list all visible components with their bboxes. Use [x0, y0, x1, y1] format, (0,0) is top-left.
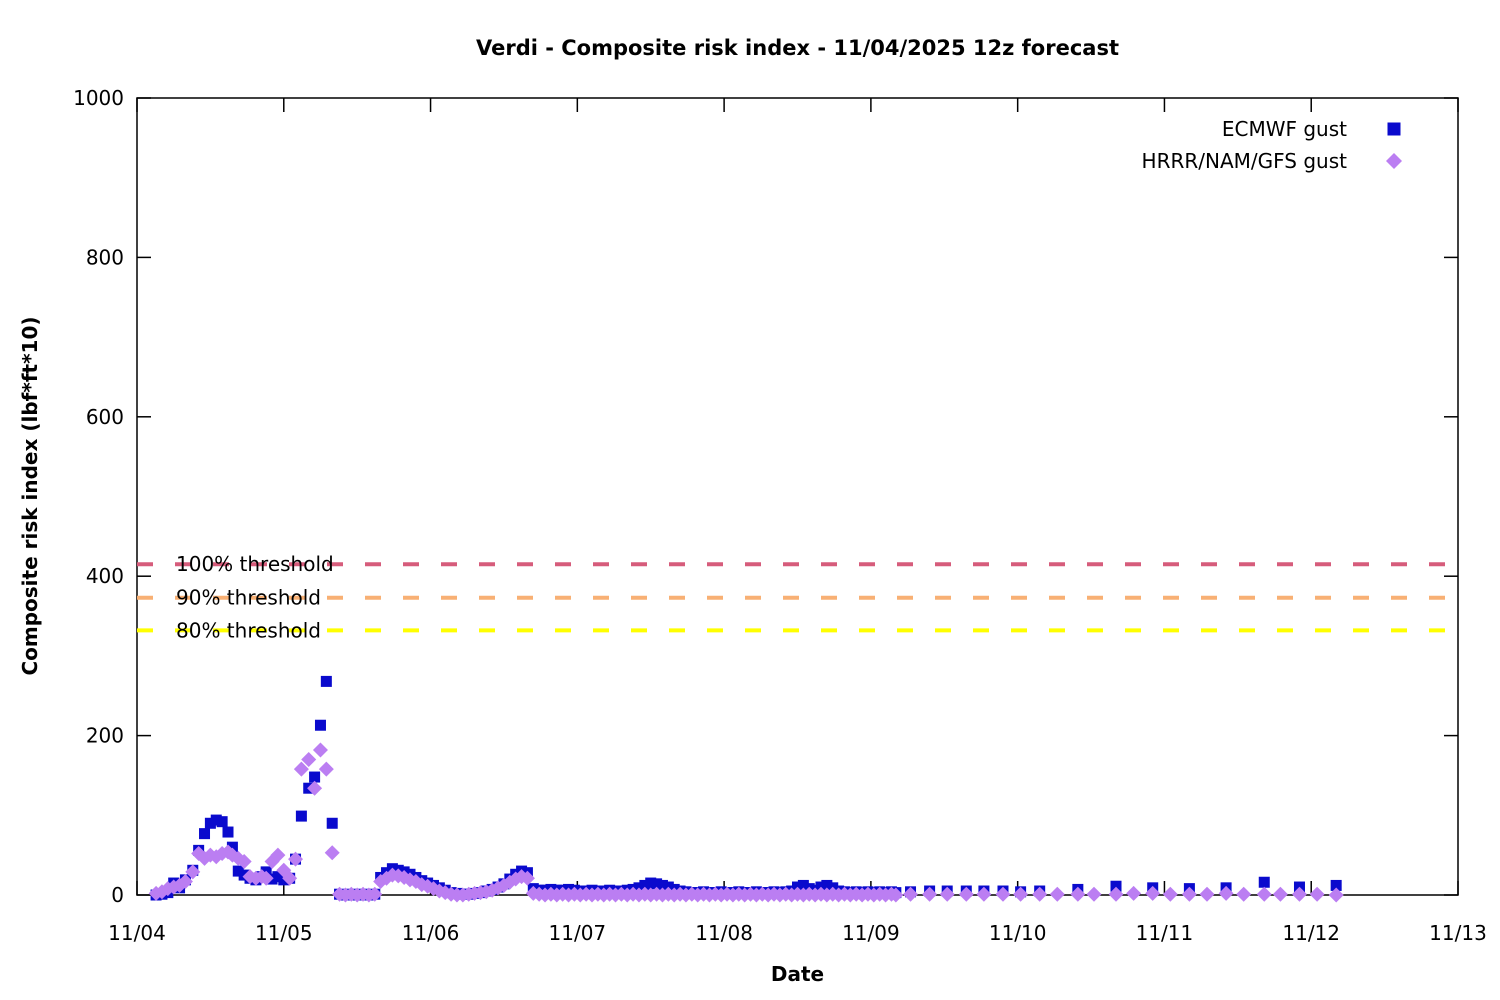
data-point-ecmwf — [314, 719, 326, 731]
data-point-hrrr — [293, 761, 309, 777]
data-point-hrrr — [995, 886, 1011, 902]
legend-label: HRRR/NAM/GFS gust — [1142, 149, 1348, 173]
data-point-hrrr — [1126, 885, 1142, 901]
data-point-hrrr — [1256, 886, 1272, 902]
y-tick-label: 1000 — [73, 86, 124, 110]
data-point-hrrr — [1145, 885, 1161, 901]
data-point-ecmwf — [651, 878, 663, 890]
data-point-hrrr — [1199, 886, 1215, 902]
data-point-hrrr — [236, 854, 252, 870]
x-tick-label: 11/11 — [1136, 921, 1194, 945]
threshold-label: 90% threshold — [176, 586, 321, 610]
legend-marker-diamond — [1386, 153, 1402, 169]
data-point-hrrr — [958, 886, 974, 902]
legend-marker-square — [1387, 122, 1401, 136]
data-point-hrrr — [1108, 886, 1124, 902]
x-tick-label: 11/08 — [695, 921, 753, 945]
data-point-hrrr — [1162, 886, 1178, 902]
data-point-hrrr — [312, 742, 328, 758]
data-point-ecmwf — [639, 879, 651, 891]
chart-title: Verdi - Composite risk index - 11/04/202… — [475, 36, 1119, 60]
plot-border — [136, 97, 1459, 896]
data-point-hrrr — [976, 886, 992, 902]
data-point-ecmwf — [309, 771, 321, 783]
data-point-hrrr — [519, 870, 535, 886]
x-tick-label: 11/10 — [989, 921, 1047, 945]
data-point-hrrr — [1070, 886, 1086, 902]
data-point-hrrr — [1272, 886, 1288, 902]
data-point-ecmwf — [232, 865, 244, 877]
data-point-hrrr — [258, 870, 274, 886]
x-tick-label: 11/06 — [402, 921, 460, 945]
data-point-hrrr — [1328, 887, 1344, 903]
x-tick-label: 11/13 — [1429, 921, 1487, 945]
x-tick-label: 11/05 — [255, 921, 313, 945]
data-point-hrrr — [185, 864, 201, 880]
legend-label: ECMWF gust — [1222, 117, 1347, 141]
y-tick-label: 400 — [86, 564, 124, 588]
data-point-hrrr — [1309, 886, 1325, 902]
data-point-ecmwf — [326, 817, 338, 829]
data-point-hrrr — [177, 873, 193, 889]
data-point-ecmwf — [204, 817, 216, 829]
data-point-hrrr — [1218, 885, 1234, 901]
data-point-hrrr — [1181, 886, 1197, 902]
data-point-ecmwf — [226, 841, 238, 853]
y-tick-label: 200 — [86, 724, 124, 748]
data-point-hrrr — [1086, 886, 1102, 902]
data-point-ecmwf — [295, 810, 307, 822]
data-point-hrrr — [307, 780, 323, 796]
data-point-hrrr — [922, 886, 938, 902]
data-point-ecmwf — [216, 816, 228, 828]
data-point-hrrr — [282, 870, 298, 886]
data-point-ecmwf — [320, 675, 332, 687]
data-point-hrrr — [888, 887, 904, 903]
x-tick-label: 11/12 — [1282, 921, 1340, 945]
y-tick-label: 800 — [86, 245, 124, 269]
data-point-ecmwf — [1258, 876, 1270, 888]
data-point-ecmwf — [199, 828, 211, 840]
x-tick-label: 11/09 — [842, 921, 900, 945]
data-point-hrrr — [324, 845, 340, 861]
x-axis-label: Date — [770, 962, 825, 986]
data-point-ecmwf — [272, 871, 284, 883]
data-point-ecmwf — [1110, 880, 1122, 892]
data-point-hrrr — [903, 886, 919, 902]
data-point-ecmwf — [797, 879, 809, 891]
data-point-hrrr — [1013, 886, 1029, 902]
threshold-label: 80% threshold — [176, 618, 321, 642]
x-tick-label: 11/04 — [108, 921, 166, 945]
y-tick-label: 600 — [86, 405, 124, 429]
data-point-ecmwf — [1330, 879, 1342, 891]
y-tick-label: 0 — [111, 883, 124, 907]
data-point-ecmwf — [821, 879, 833, 891]
x-tick-label: 11/07 — [549, 921, 607, 945]
data-point-ecmwf — [210, 814, 222, 826]
data-point-hrrr — [301, 752, 317, 768]
data-point-hrrr — [1032, 886, 1048, 902]
data-point-hrrr — [1049, 886, 1065, 902]
data-point-hrrr — [367, 886, 383, 902]
data-point-hrrr — [318, 761, 334, 777]
data-point-hrrr — [270, 847, 286, 863]
data-point-hrrr — [1236, 886, 1252, 902]
data-point-hrrr — [288, 851, 304, 867]
data-point-hrrr — [1291, 886, 1307, 902]
data-point-ecmwf — [222, 826, 234, 838]
data-point-ecmwf — [656, 879, 668, 891]
threshold-label: 100% threshold — [176, 552, 334, 576]
data-point-ecmwf — [645, 877, 657, 889]
data-point-hrrr — [939, 886, 955, 902]
